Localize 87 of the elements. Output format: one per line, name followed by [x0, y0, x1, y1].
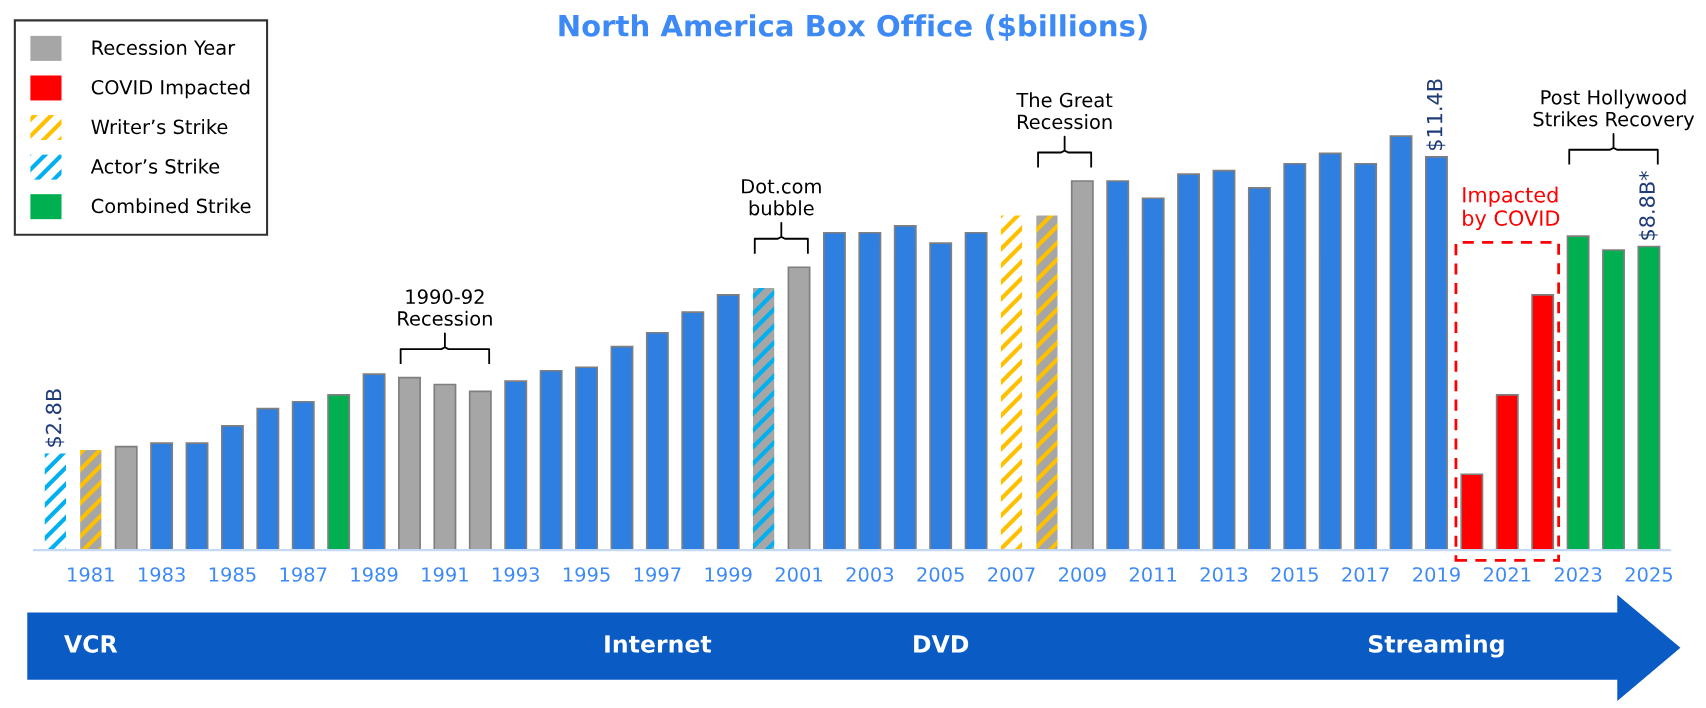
x-tick-label: 1999	[705, 567, 752, 582]
bar	[1318, 152, 1342, 551]
x-tick-label: 1987	[280, 567, 327, 582]
legend-label: Writer’s Strike	[91, 119, 228, 135]
bar	[1212, 169, 1236, 551]
bar	[150, 442, 174, 551]
x-tick-label: 2025	[1625, 567, 1672, 582]
x-tick-label: 2003	[846, 567, 894, 582]
bar	[645, 331, 669, 551]
bar	[929, 242, 953, 551]
text: Post Hollywood Strikes Recovery	[1533, 89, 1695, 131]
x-tick-label: 2019	[1413, 567, 1460, 582]
bar	[787, 266, 811, 551]
bar	[468, 390, 492, 551]
bar	[716, 293, 740, 551]
legend-label: Combined Strike	[91, 198, 251, 214]
bar	[964, 231, 988, 551]
bar	[220, 425, 244, 551]
bar	[291, 400, 315, 551]
bar	[327, 394, 351, 551]
data-label: $11.4B	[1426, 79, 1446, 151]
x-tick-label: 2009	[1059, 567, 1106, 582]
text: VCR	[64, 635, 118, 653]
text: Internet	[605, 635, 712, 653]
bar	[256, 407, 280, 551]
x-tick-label: 1991	[422, 567, 468, 582]
x-tick-label: 1983	[139, 567, 185, 582]
bar	[398, 376, 421, 551]
bar	[1637, 245, 1661, 551]
bar	[1106, 180, 1130, 551]
bar	[1531, 293, 1555, 551]
x-tick-label: 2011	[1129, 567, 1177, 582]
bar	[1566, 235, 1590, 551]
text: The Great Recession	[1016, 92, 1113, 130]
x-tick-label: 1985	[209, 567, 256, 582]
x-tick-label: 2005	[917, 567, 964, 582]
bar	[44, 453, 66, 551]
bar	[1177, 173, 1201, 551]
x-tick-label: 1995	[563, 567, 610, 582]
data-label: $8.8B*	[1638, 171, 1658, 240]
x-tick-label: 1993	[493, 567, 539, 582]
bar	[822, 231, 846, 551]
x-tick-label: 1997	[634, 567, 681, 582]
bar	[1141, 197, 1165, 551]
bar	[1070, 180, 1094, 551]
bar	[1602, 249, 1625, 551]
bar	[185, 442, 209, 551]
bar	[1354, 162, 1378, 551]
data-label: $2.8B	[45, 389, 65, 447]
bar	[1460, 473, 1484, 551]
bar	[752, 287, 775, 551]
bar	[1247, 187, 1271, 551]
bar	[362, 373, 386, 551]
x-tick-label: 2013	[1200, 567, 1248, 582]
chart-title: North America Box Office ($billions)	[559, 14, 1147, 41]
annotation: Dot.com bubble	[742, 179, 821, 216]
bar	[539, 369, 563, 551]
legend-label: Actor’s Strike	[90, 158, 220, 174]
x-tick-label: 1981	[68, 567, 114, 582]
bar	[575, 366, 599, 551]
bar	[1389, 135, 1413, 551]
legend-label: COVID Impacted	[91, 79, 250, 99]
bar	[80, 450, 102, 551]
bar	[1424, 155, 1448, 551]
bar	[1000, 215, 1023, 551]
annotation: Impacted by COVID	[1463, 186, 1560, 231]
bar	[893, 224, 917, 551]
x-tick-label: 2017	[1342, 567, 1389, 582]
bar	[610, 345, 634, 551]
bar	[681, 311, 705, 551]
text: DVD	[914, 635, 969, 653]
x-tick-label: 2007	[988, 567, 1035, 582]
bar	[1283, 162, 1307, 551]
annotation: 1990-92 Recession	[398, 289, 492, 326]
bar	[858, 231, 882, 551]
x-tick-label: 2015	[1271, 567, 1318, 582]
x-tick-label: 2023	[1554, 567, 1602, 582]
bar	[504, 380, 528, 551]
x-tick-label: 2001	[775, 567, 822, 582]
x-tick-label: 1989	[351, 567, 398, 582]
x-tick-label: 2021	[1483, 567, 1531, 582]
bar	[114, 445, 138, 551]
bar	[433, 383, 457, 551]
text: Streaming	[1369, 634, 1504, 658]
bar	[1036, 215, 1058, 551]
bar	[1495, 394, 1519, 551]
legend-label: Recession Year	[92, 39, 236, 56]
